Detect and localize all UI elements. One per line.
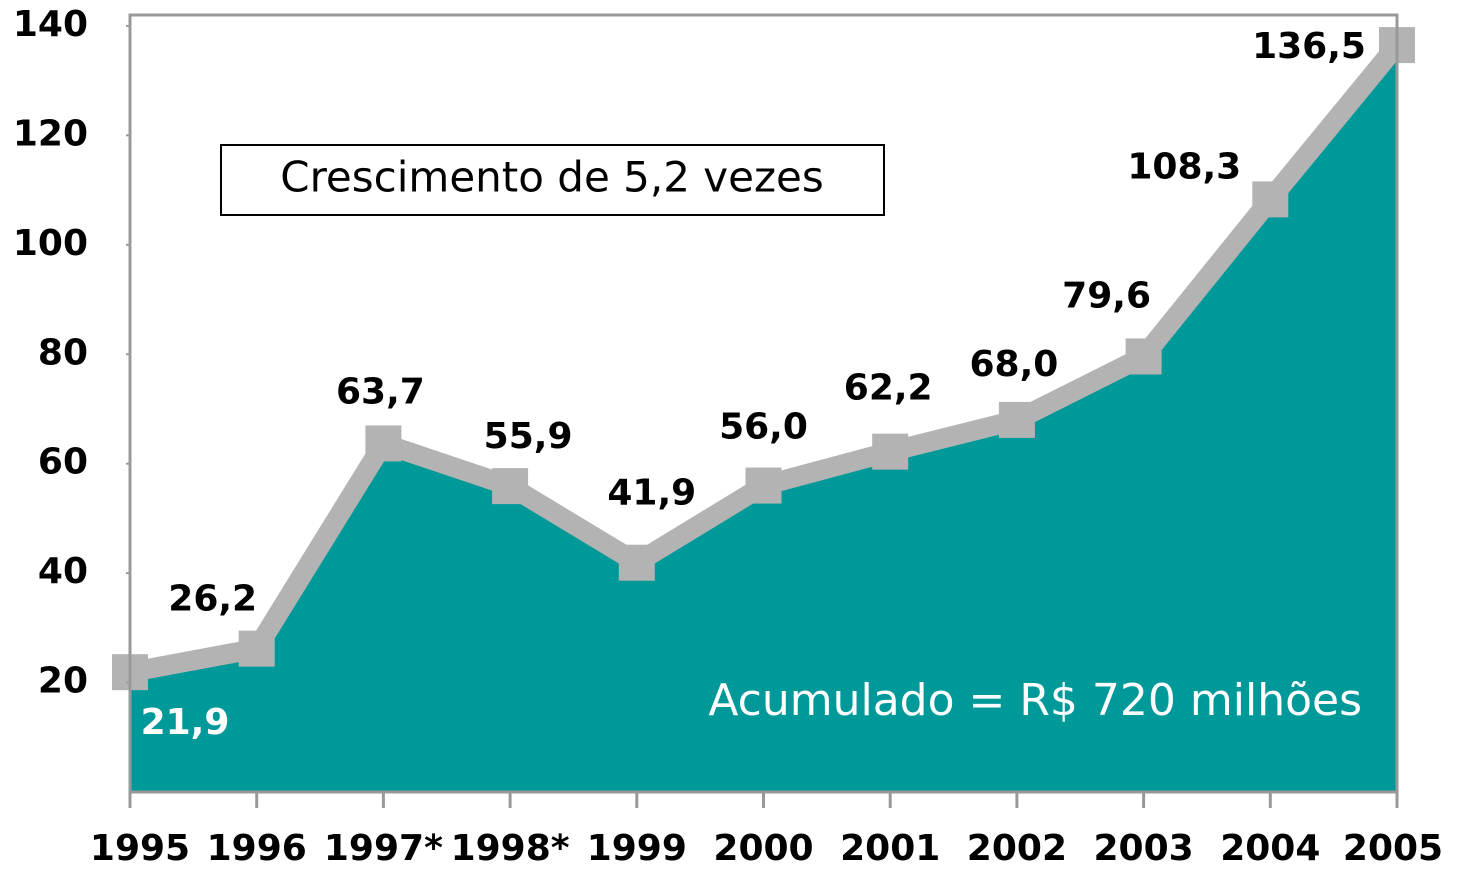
marker (492, 468, 529, 505)
data-label: 136,5 (1252, 26, 1366, 67)
data-label: 41,9 (607, 473, 696, 514)
x-tick-label: 2004 (1220, 828, 1320, 869)
data-label: 62,2 (844, 368, 933, 409)
data-label: 68,0 (969, 344, 1058, 385)
x-tick-label: 2000 (713, 828, 813, 869)
x-tick-label: 2001 (840, 828, 940, 869)
x-tick-label: 1997* (324, 828, 443, 869)
y-tick-label: 80 (38, 332, 88, 373)
marker (745, 467, 782, 504)
marker (872, 433, 909, 470)
y-tick-label: 140 (13, 4, 88, 45)
data-label: 26,2 (168, 579, 257, 620)
annotation: Crescimento de 5,2 vezes (280, 153, 824, 202)
data-label: 63,7 (336, 371, 425, 412)
data-label: 79,6 (1062, 275, 1151, 316)
marker (365, 425, 402, 462)
y-tick-label: 20 (38, 661, 88, 702)
marker (238, 630, 275, 667)
marker (1125, 338, 1162, 375)
annotation: Acumulado = R$ 720 milhões (708, 675, 1362, 726)
y-tick-label: 100 (13, 223, 88, 264)
x-tick-label: 1999 (587, 828, 687, 869)
data-label: 21,9 (141, 702, 230, 743)
plot-frame (128, 13, 1399, 794)
x-tick-label: 1998* (451, 828, 570, 869)
marker (998, 401, 1035, 438)
y-tick-label: 60 (38, 442, 88, 483)
x-tick-label: 2002 (967, 828, 1067, 869)
annotation-box (220, 144, 885, 216)
y-tick-label: 40 (38, 551, 88, 592)
data-label: 108,3 (1127, 146, 1241, 187)
y-tick-label: 120 (13, 113, 88, 154)
marker (1252, 181, 1289, 218)
data-label: 55,9 (484, 416, 573, 457)
x-tick-label: 2003 (1093, 828, 1193, 869)
plot-area: 21,9 26,2 63,7 55,9 41,9 56,0 62,2 68,079,6 108,… (13, 4, 1443, 869)
x-tick-label: 2005 (1343, 828, 1443, 869)
x-tick-label: 1995 (90, 828, 190, 869)
x-tick-label: 1996 (207, 828, 307, 869)
area (130, 45, 1397, 792)
marker (618, 544, 655, 581)
data-label: 56,0 (719, 407, 808, 448)
